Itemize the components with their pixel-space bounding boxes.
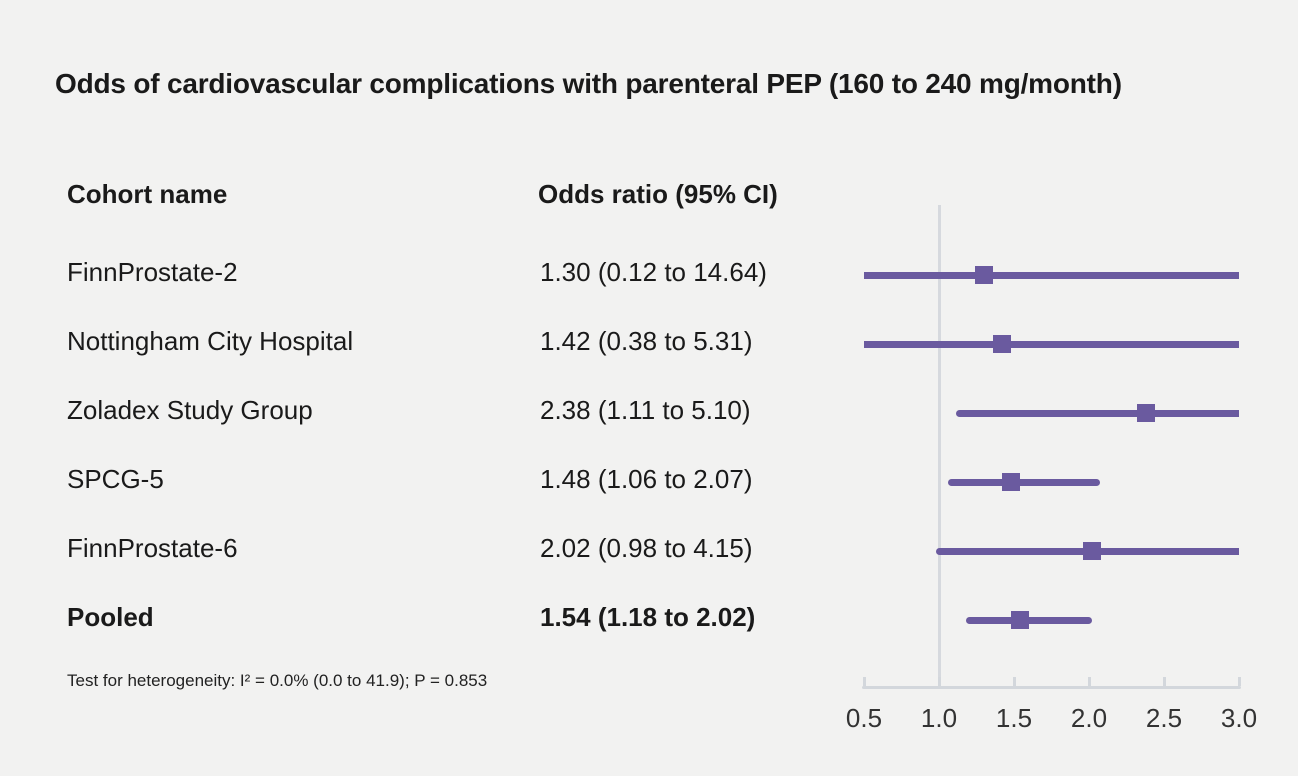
point-estimate-marker [1083,542,1101,560]
x-axis-tick [862,677,866,686]
x-axis-tick-label: 3.0 [1220,703,1258,733]
column-header-odds-ratio: Odds ratio (95% CI) [538,179,778,209]
cohort-name: FinnProstate-6 [67,533,238,563]
table-row: Pooled 1.54 (1.18 to 2.02) [0,599,860,635]
heterogeneity-footnote: Test for heterogeneity: I² = 0.0% (0.0 t… [67,671,488,690]
cohort-name: FinnProstate-2 [67,257,238,287]
column-header-cohort: Cohort name [67,179,228,209]
odds-ratio-value: 1.48 (1.06 to 2.07) [540,464,753,494]
cohort-name: SPCG-5 [67,464,164,494]
table-row: FinnProstate-2 1.30 (0.12 to 14.64) [0,254,860,290]
table-row: Nottingham City Hospital 1.42 (0.38 to 5… [0,323,860,359]
x-axis-tick-label: 1.0 [920,703,958,733]
odds-ratio-value: 1.54 (1.18 to 2.02) [540,602,756,632]
confidence-interval-line [864,271,1239,279]
point-estimate-marker [1002,473,1020,491]
x-axis-tick-label: 0.5 [845,703,883,733]
x-axis-tick-label: 1.5 [995,703,1033,733]
point-estimate-marker [993,335,1011,353]
confidence-interval-line [966,616,1092,624]
odds-ratio-value: 2.38 (1.11 to 5.10) [540,395,751,425]
point-estimate-marker [1011,611,1029,629]
x-axis-tick [1237,677,1241,686]
x-axis-tick [937,677,941,686]
x-axis-tick [1087,677,1091,686]
odds-ratio-value: 1.42 (0.38 to 5.31) [540,326,753,356]
confidence-interval-line [864,340,1239,348]
odds-ratio-value: 1.30 (0.12 to 14.64) [540,257,767,287]
cohort-name: Pooled [67,602,154,632]
x-axis-tick-label: 2.0 [1070,703,1108,733]
confidence-interval-line [955,409,1239,417]
point-estimate-marker [1137,404,1155,422]
table-row: Zoladex Study Group 2.38 (1.11 to 5.10) [0,392,860,428]
x-axis-tick [1162,677,1166,686]
cohort-name: Nottingham City Hospital [67,326,354,356]
x-axis-tick-label: 2.5 [1145,703,1183,733]
chart-title: Odds of cardiovascular complications wit… [55,68,1122,99]
x-axis-tick [1012,677,1016,686]
table-row: FinnProstate-6 2.02 (0.98 to 4.15) [0,530,860,566]
reference-line [937,205,941,689]
table-row: SPCG-5 1.48 (1.06 to 2.07) [0,461,860,497]
odds-ratio-value: 2.02 (0.98 to 4.15) [540,533,753,563]
cohort-name: Zoladex Study Group [67,395,313,425]
point-estimate-marker [975,266,993,284]
confidence-interval-line [948,478,1100,486]
x-axis-line [862,686,1241,689]
